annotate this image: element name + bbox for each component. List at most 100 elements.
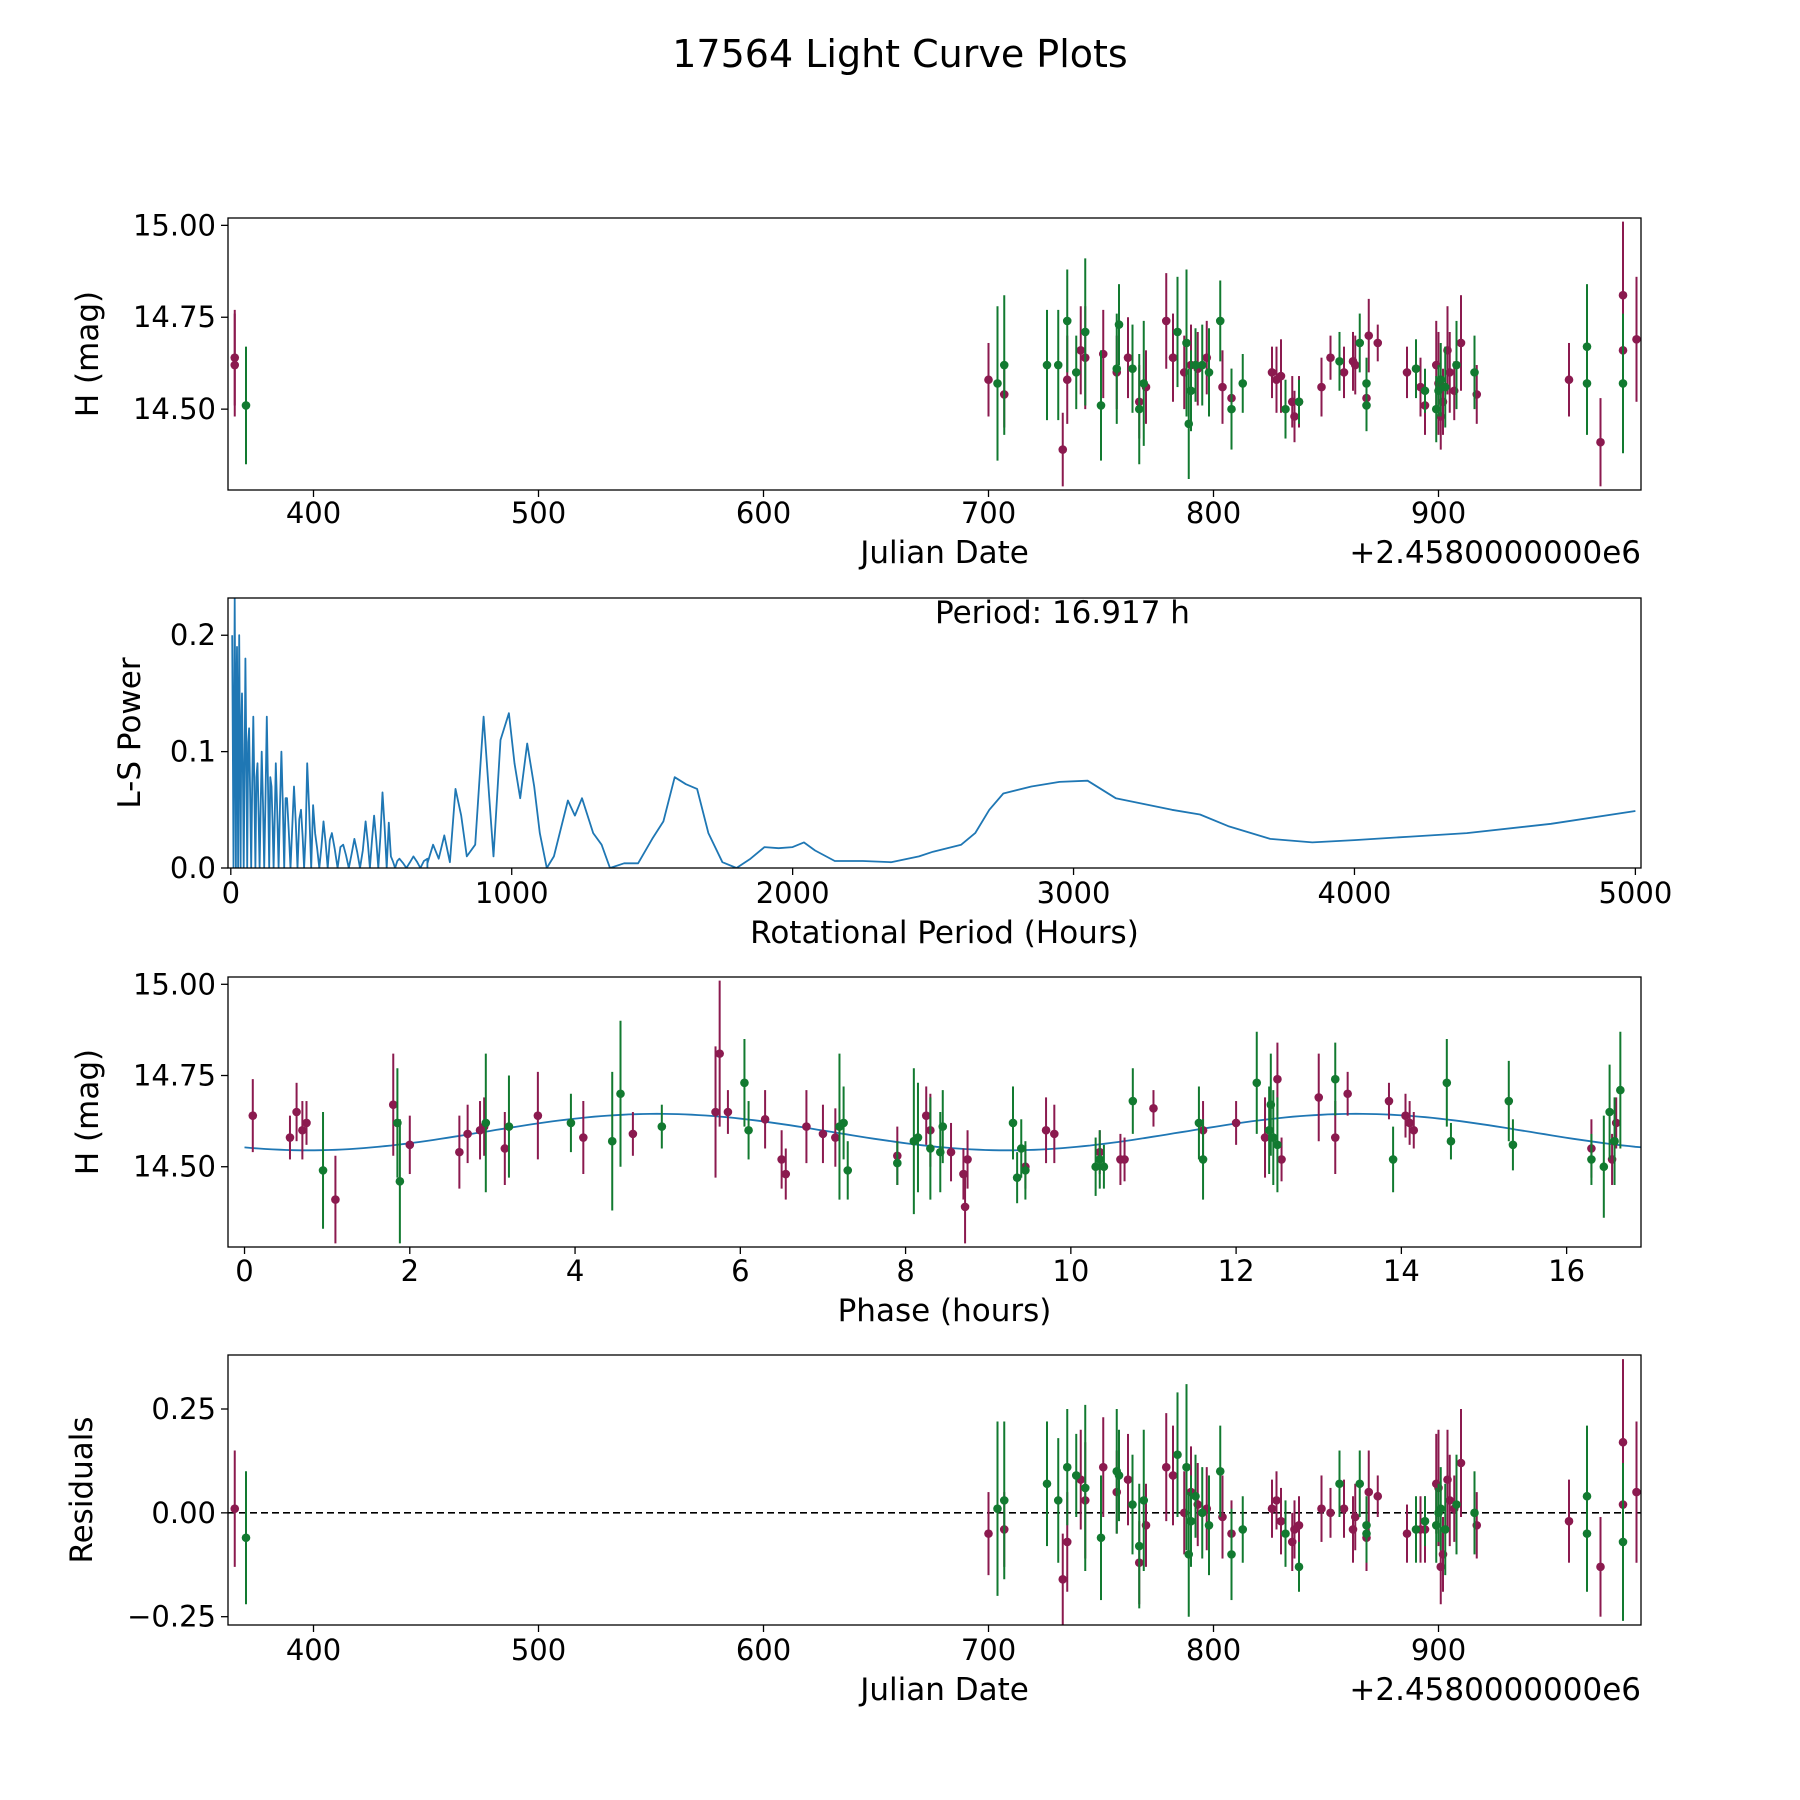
data-point-filter-b bbox=[926, 1144, 935, 1153]
data-point-filter-b bbox=[1355, 338, 1365, 348]
data-point-filter-b bbox=[1016, 1144, 1026, 1153]
data-point-filter-b bbox=[1091, 1162, 1100, 1172]
data-point-filter-a bbox=[1373, 338, 1383, 348]
data-point-filter-b bbox=[1053, 360, 1063, 370]
data-point-filter-b bbox=[1238, 379, 1248, 388]
y-axis-label: Residuals bbox=[64, 1416, 100, 1563]
data-point-filter-b bbox=[1362, 401, 1371, 410]
data-point-filter-b bbox=[1436, 375, 1446, 385]
data-point-filter-a bbox=[1326, 353, 1335, 362]
data-point-filter-a bbox=[1276, 371, 1286, 381]
data-point-filter-b bbox=[1618, 1537, 1628, 1547]
x-tick-label: 4 bbox=[566, 1254, 584, 1288]
data-point-filter-b bbox=[1440, 1525, 1450, 1534]
data-point-filter-a bbox=[500, 1144, 510, 1153]
data-point-filter-b bbox=[1114, 1471, 1124, 1480]
data-point-filter-b bbox=[1264, 1125, 1274, 1135]
data-point-filter-a bbox=[1373, 1491, 1383, 1501]
x-tick-label: 400 bbox=[286, 496, 341, 530]
x-axis-label: Rotational Period (Hours) bbox=[750, 915, 1139, 951]
data-point-filter-a bbox=[1350, 360, 1360, 370]
data-point-filter-b bbox=[1021, 1166, 1030, 1175]
x-tick-label: 2000 bbox=[756, 876, 830, 910]
data-point-filter-a bbox=[1611, 1118, 1621, 1128]
y-axis-label: H (mag) bbox=[70, 291, 106, 417]
data-point-filter-b bbox=[566, 1118, 576, 1128]
x-tick-label: 900 bbox=[1411, 1633, 1466, 1667]
data-point-filter-a bbox=[1350, 1512, 1360, 1522]
data-point-filter-b bbox=[1452, 360, 1461, 370]
data-point-filter-a bbox=[1343, 1089, 1352, 1099]
x-axis-label: Phase (hours) bbox=[838, 1293, 1052, 1329]
x-tick-label: 900 bbox=[1411, 496, 1466, 530]
data-point-filter-b bbox=[1062, 1462, 1072, 1472]
data-point-filter-b bbox=[1273, 1140, 1282, 1150]
data-point-filter-b bbox=[1096, 1533, 1106, 1543]
data-point-filter-a bbox=[760, 1114, 770, 1124]
data-point-filter-b bbox=[1411, 1525, 1421, 1534]
data-point-filter-b bbox=[504, 1122, 514, 1131]
data-point-filter-a bbox=[1290, 412, 1299, 421]
x-axis-label: Julian Date bbox=[858, 535, 1029, 571]
data-point-filter-b bbox=[1388, 1155, 1398, 1164]
data-point-filter-b bbox=[1191, 360, 1200, 370]
x-tick-label: 14 bbox=[1383, 1254, 1420, 1288]
x-tick-label: 4000 bbox=[1318, 876, 1392, 910]
data-point-filter-a bbox=[1596, 1562, 1605, 1572]
x-tick-label: 1000 bbox=[475, 876, 549, 910]
data-point-filter-a bbox=[1384, 1096, 1394, 1106]
x-tick-label: 700 bbox=[961, 1633, 1016, 1667]
periodogram-line bbox=[231, 598, 1636, 868]
data-point-filter-a bbox=[1218, 382, 1227, 392]
data-point-filter-a bbox=[1632, 1487, 1641, 1497]
data-point-filter-a bbox=[1445, 368, 1455, 377]
data-point-filter-b bbox=[1294, 397, 1304, 407]
data-point-filter-b bbox=[1128, 1500, 1137, 1509]
data-point-filter-a bbox=[1445, 1496, 1455, 1505]
data-point-filter-a bbox=[1276, 1516, 1286, 1526]
y-tick-label: 0.0 bbox=[170, 851, 216, 885]
periodogram-plot-area bbox=[231, 598, 1636, 868]
data-point-filter-b bbox=[1335, 357, 1344, 366]
data-point-filter-a bbox=[463, 1129, 472, 1139]
y-tick-label: −0.25 bbox=[127, 1600, 216, 1634]
data-point-filter-b bbox=[1080, 1483, 1090, 1493]
data-point-filter-b bbox=[1095, 1155, 1105, 1164]
data-point-filter-a bbox=[1260, 1133, 1270, 1142]
data-point-filter-a bbox=[302, 1118, 311, 1128]
x-tick-label: 600 bbox=[736, 496, 791, 530]
data-point-filter-a bbox=[781, 1169, 791, 1179]
data-point-filter-b bbox=[1071, 1471, 1081, 1480]
data-point-filter-b bbox=[1610, 1136, 1619, 1146]
data-point-filter-b bbox=[1281, 404, 1290, 414]
data-point-filter-b bbox=[1335, 1479, 1344, 1489]
y-tick-label: 0.2 bbox=[170, 618, 216, 652]
data-point-filter-b bbox=[1099, 1162, 1109, 1172]
phased-plot-area bbox=[244, 980, 1641, 1244]
x-tick-label: 0 bbox=[235, 1254, 253, 1288]
data-point-filter-b bbox=[1134, 1541, 1144, 1551]
data-point-filter-a bbox=[1041, 1125, 1051, 1135]
data-point-filter-b bbox=[1238, 1525, 1248, 1534]
data-point-filter-a bbox=[1317, 382, 1326, 392]
data-point-filter-a bbox=[1401, 1111, 1410, 1120]
data-point-filter-b bbox=[1139, 1496, 1149, 1505]
data-point-filter-a bbox=[230, 1504, 240, 1513]
axes-frame bbox=[227, 976, 1642, 1248]
data-point-filter-b bbox=[1173, 327, 1182, 337]
y-tick-label: 0.1 bbox=[170, 735, 216, 769]
y-tick-label: 0.25 bbox=[151, 1392, 216, 1426]
data-point-filter-b bbox=[1194, 1118, 1204, 1128]
data-point-filter-a bbox=[1168, 1471, 1178, 1480]
data-point-filter-b bbox=[1071, 368, 1081, 377]
data-point-filter-a bbox=[1076, 346, 1086, 355]
data-point-filter-b bbox=[1470, 1508, 1479, 1518]
data-point-filter-b bbox=[839, 1118, 848, 1128]
x-tick-label: 400 bbox=[286, 1633, 341, 1667]
data-point-filter-b bbox=[1504, 1096, 1514, 1106]
data-point-filter-b bbox=[395, 1177, 405, 1186]
data-point-filter-b bbox=[893, 1158, 902, 1168]
y-tick-label: 0.00 bbox=[151, 1496, 216, 1530]
data-point-filter-b bbox=[843, 1166, 853, 1175]
lightcurve-plot-area bbox=[230, 221, 1641, 487]
